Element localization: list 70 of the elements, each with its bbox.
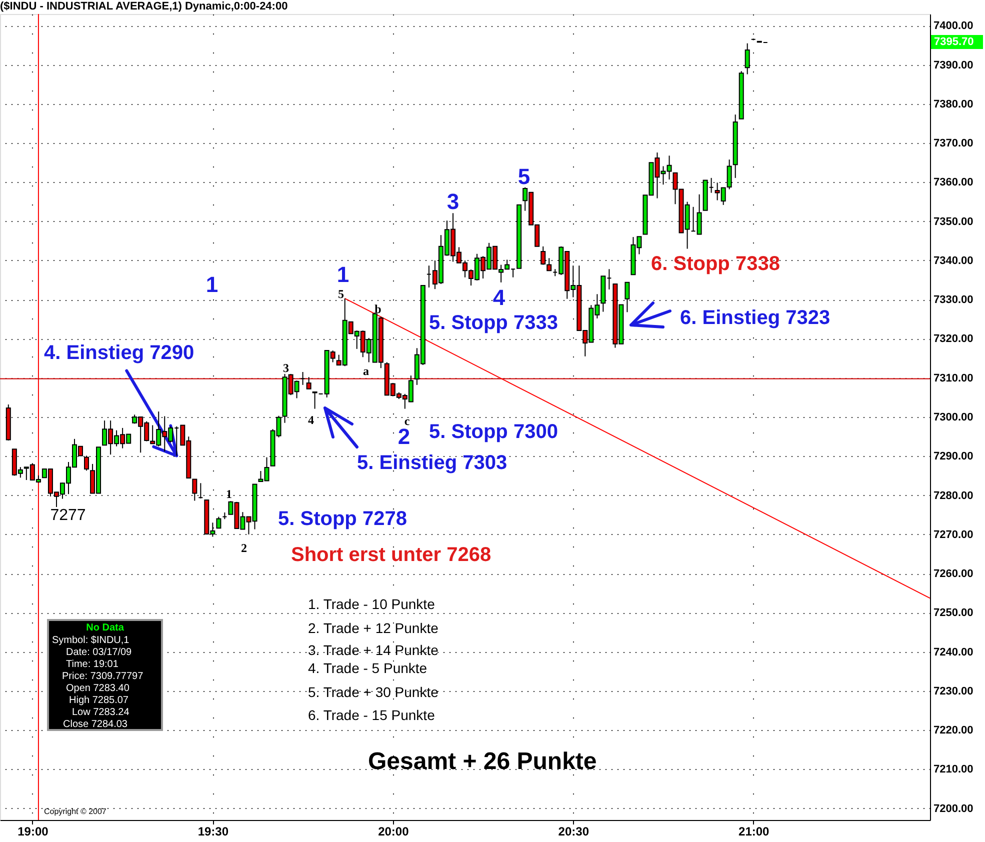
x-tick-label: 20:00 bbox=[378, 824, 410, 838]
y-tick-label: 7310.00 bbox=[934, 372, 974, 384]
annotation: Symbol: $INDU,1 bbox=[52, 635, 130, 646]
text: 7395.70 bbox=[934, 36, 974, 48]
annotation: High 7285.07 bbox=[69, 695, 129, 706]
chart-title: ($INDU - INDUSTRIAL AVERAGE,1) Dynamic,0:00-24:00 bbox=[0, 0, 288, 12]
annotation: 5. Stopp 7300 bbox=[429, 421, 558, 443]
annotation: b bbox=[374, 302, 382, 316]
annotation: 5. Einstieg 7303 bbox=[357, 452, 508, 474]
x-tick-label: 20:30 bbox=[558, 824, 590, 838]
annotation: Gesamt + 26 Punkte bbox=[368, 748, 597, 775]
y-tick-label: 7400.00 bbox=[934, 20, 974, 32]
annotation: No Data bbox=[86, 622, 124, 634]
y-tick-label: 7300.00 bbox=[934, 412, 974, 424]
y-tick-label: 7340.00 bbox=[934, 254, 974, 267]
annotation: 1 bbox=[226, 487, 232, 501]
annotation: 4 bbox=[308, 413, 314, 427]
x-tick-label: 19:30 bbox=[198, 824, 229, 838]
annotation: 5. Trade + 30 Punkte bbox=[308, 684, 439, 700]
candlestick bbox=[546, 258, 552, 272]
candlestick bbox=[624, 282, 630, 313]
annotation: Price: 7309.77797 bbox=[62, 671, 144, 682]
candlestick bbox=[312, 391, 318, 410]
y-tick-label: 7240.00 bbox=[934, 646, 974, 658]
y-tick-label: 7230.00 bbox=[934, 685, 974, 698]
y-tick-label: 7220.00 bbox=[934, 724, 974, 737]
y-tick-label: 7280.00 bbox=[934, 490, 974, 502]
y-tick-label: 7270.00 bbox=[934, 528, 974, 541]
annotation: 2. Trade + 12 Punkte bbox=[308, 620, 439, 636]
annotation: 1. Trade - 10 Punkte bbox=[308, 596, 436, 612]
candlestick bbox=[306, 376, 312, 390]
y-tick-label: 7260.00 bbox=[934, 568, 974, 580]
y-tick-label: 7320.00 bbox=[934, 333, 974, 346]
annotation: 4. Trade - 5 Punkte bbox=[308, 660, 428, 676]
annotation: Low 7283.24 bbox=[72, 707, 130, 718]
annotation: Open 7283.40 bbox=[66, 683, 130, 694]
annotation: 5. Stopp 7333 bbox=[429, 312, 558, 334]
annotation: Time: 19:01 bbox=[66, 659, 119, 670]
annotation: 7277 bbox=[50, 507, 86, 524]
y-tick-label: 7250.00 bbox=[934, 607, 974, 620]
annotation: 6. Trade - 15 Punkte bbox=[308, 707, 436, 723]
annotation: 6. Stopp 7338 bbox=[651, 253, 780, 275]
annotation: 1 bbox=[336, 262, 350, 287]
annotation: 5 bbox=[518, 164, 530, 189]
x-tick-label: 19:00 bbox=[18, 824, 49, 838]
annotation: 3 bbox=[446, 189, 460, 214]
annotation: 2 bbox=[241, 541, 247, 555]
y-tick-label: 7390.00 bbox=[934, 59, 974, 72]
y-tick-label: 7380.00 bbox=[934, 98, 974, 110]
annotation: Copyright © 2007 bbox=[44, 807, 107, 816]
annotation: Short erst unter 7268 bbox=[291, 544, 492, 566]
annotation: Close 7284.03 bbox=[63, 719, 128, 730]
annotation: 1 bbox=[206, 272, 218, 297]
annotation: 6. Einstieg 7323 bbox=[680, 307, 830, 329]
annotation: 4. Einstieg 7290 bbox=[44, 342, 194, 364]
annotation: 5 bbox=[338, 287, 344, 301]
y-tick-label: 7210.00 bbox=[934, 764, 974, 776]
y-tick-label: 7360.00 bbox=[934, 176, 974, 189]
y-tick-label: 7290.00 bbox=[934, 450, 974, 463]
annotation: 3. Trade + 14 Punkte bbox=[308, 642, 439, 658]
annotation: a bbox=[363, 364, 369, 378]
annotation: 3 bbox=[283, 361, 289, 375]
y-tick-label: 7330.00 bbox=[934, 294, 974, 306]
x-tick-label: 21:00 bbox=[738, 824, 770, 838]
y-tick-label: 7370.00 bbox=[934, 138, 974, 150]
annotation: 4 bbox=[492, 285, 506, 310]
annotation: 5. Stopp 7278 bbox=[278, 508, 407, 530]
y-tick-label: 7200.00 bbox=[934, 802, 974, 815]
annotation: Date: 03/17/09 bbox=[66, 647, 132, 658]
y-tick-label: 7350.00 bbox=[934, 216, 974, 228]
